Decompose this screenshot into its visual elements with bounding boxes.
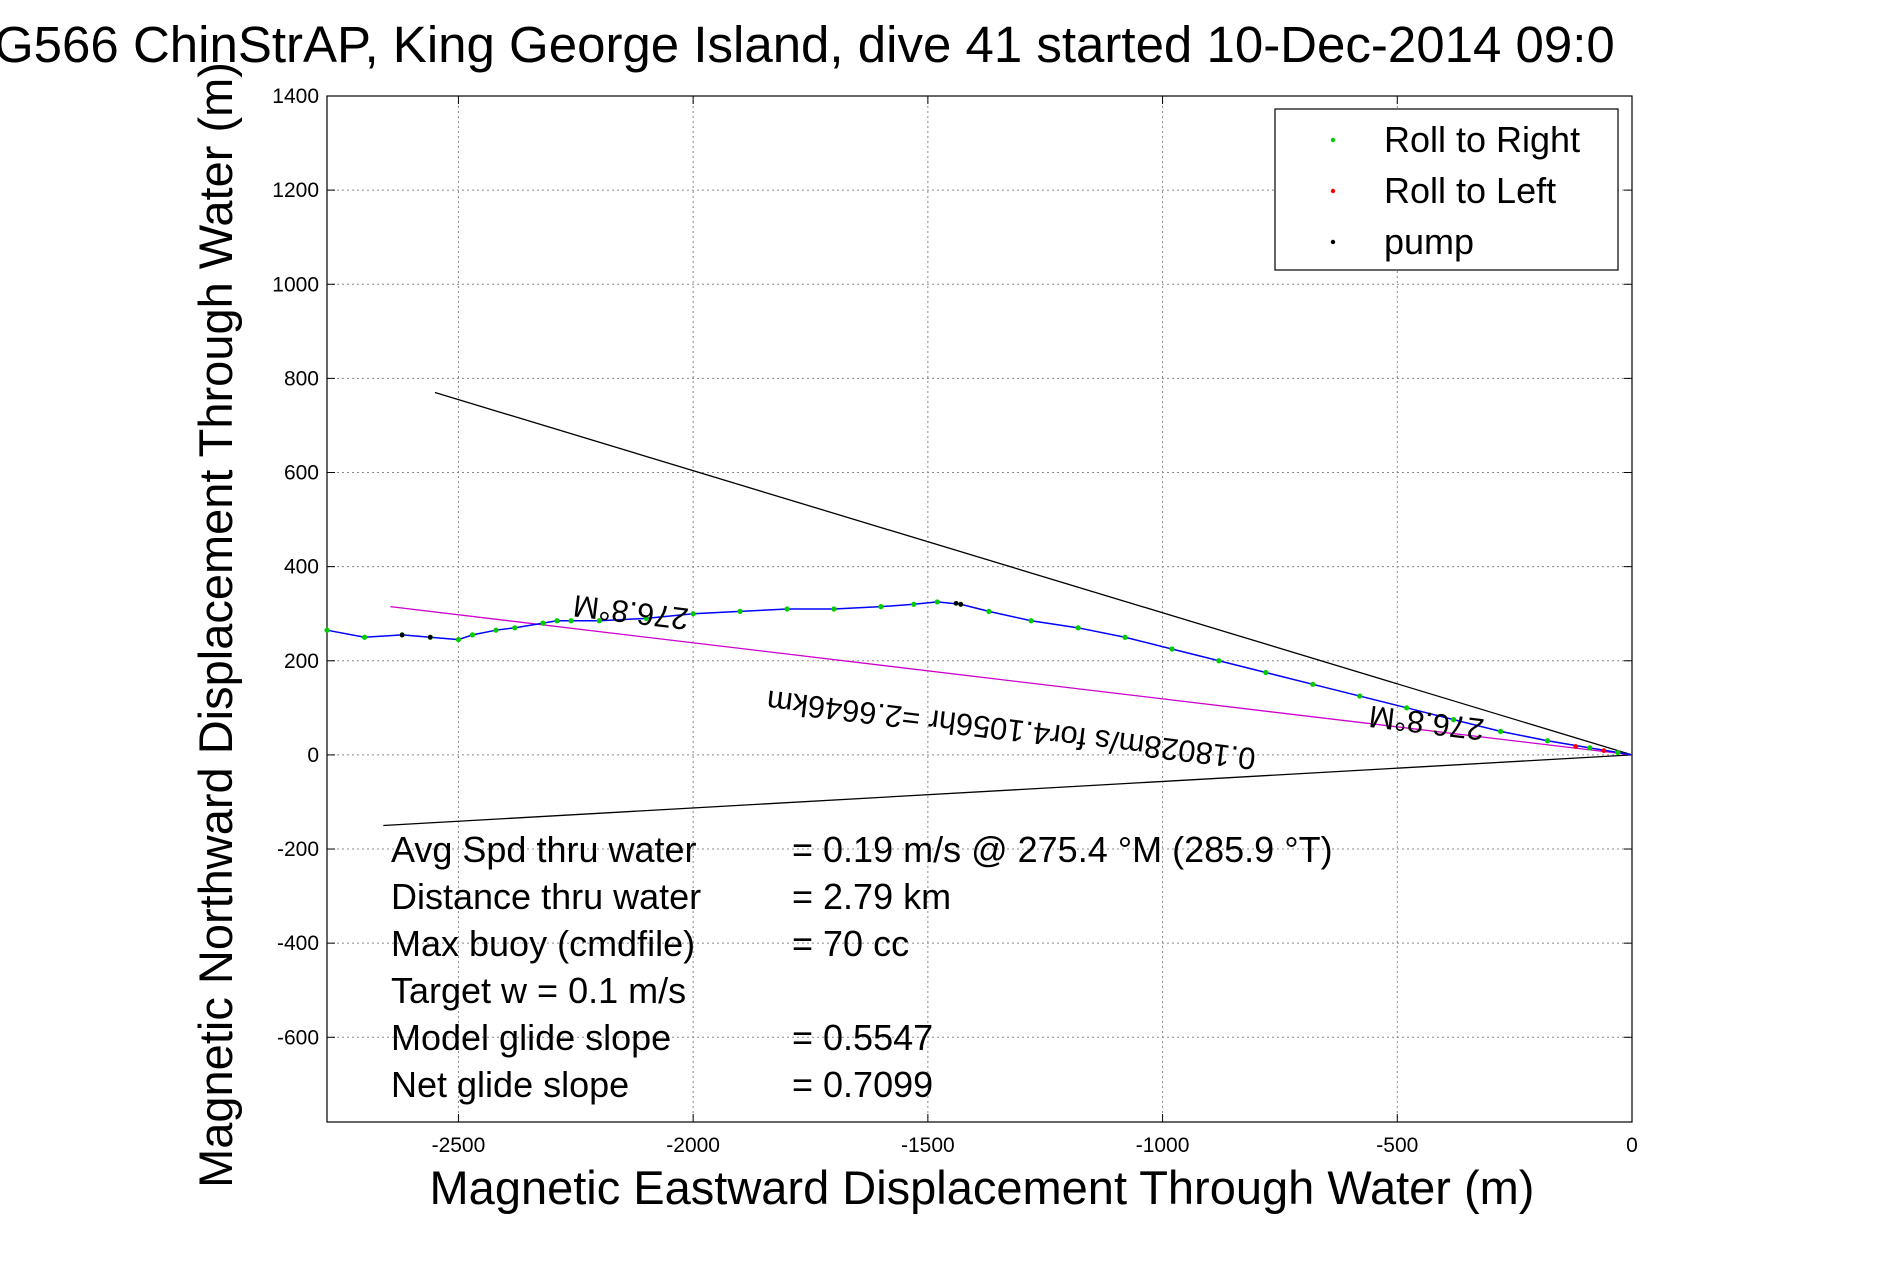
roll-right-point	[540, 620, 546, 626]
roll-right-point	[1075, 625, 1081, 631]
stats-value: = 2.79 km	[792, 876, 951, 917]
plot-area: -2500 -2000 -1500 -1000 -500 0140012001000800…	[272, 85, 1638, 1157]
roll-right-point	[554, 618, 560, 624]
pump-point	[399, 632, 405, 638]
stats-label: Distance thru water	[391, 876, 701, 917]
legend-label: pump	[1384, 221, 1474, 262]
pump-point	[953, 600, 959, 606]
roll-right-point	[568, 618, 574, 624]
x-tick-label: -2000	[666, 1134, 720, 1157]
y-tick-label: -200	[277, 838, 319, 861]
legend-marker	[1330, 137, 1336, 143]
roll-right-point	[831, 606, 837, 612]
roll-right-point	[469, 632, 476, 638]
x-tick-label: -2500	[432, 1134, 486, 1157]
y-tick-label: 0	[307, 744, 319, 767]
roll-right-point	[1615, 749, 1621, 756]
roll-right-point	[1404, 705, 1410, 711]
roll-right-point	[1357, 693, 1363, 699]
roll-right-point	[1587, 745, 1593, 751]
roll-right-point	[934, 599, 940, 605]
pump-point	[427, 634, 433, 640]
roll-right-point	[690, 611, 696, 617]
x-axis-label: Magnetic Eastward Displacement Through W…	[430, 1161, 1535, 1214]
legend-label: Roll to Right	[1384, 119, 1580, 160]
y-tick-label: 800	[284, 367, 319, 390]
plot-frame	[326, 95, 1633, 1123]
stats-value: = 0.19 m/s @ 275.4 °M (285.9 °T)	[792, 829, 1333, 870]
x-tick-label: -500	[1376, 1134, 1418, 1157]
roll-right-point	[1263, 669, 1269, 676]
annotation-label: 276.8°M	[571, 588, 690, 636]
annotation-label: 0.18028m/s for4.1056hr =2.6646km	[765, 683, 1258, 776]
roll-right-point	[1451, 717, 1457, 723]
y-tick-label: 1200	[272, 179, 319, 202]
roll-right-point	[596, 618, 602, 624]
y-tick-label: -400	[277, 932, 319, 955]
roll-right-point	[1310, 681, 1316, 687]
roll-right-point	[737, 608, 743, 614]
roll-right-point	[784, 606, 790, 612]
roll-right-point	[1122, 634, 1128, 640]
stats-value: = 70 cc	[792, 923, 909, 964]
stats-value: = 0.5547	[792, 1017, 933, 1058]
stats-label: Model glide slope	[391, 1017, 671, 1058]
y-tick-label: 200	[284, 650, 319, 673]
roll-right-point	[324, 627, 330, 633]
roll-right-point	[1497, 728, 1504, 734]
pump-point	[958, 601, 964, 607]
reference-line	[434, 391, 1633, 756]
stats-label: Target w = 0.1 m/s	[391, 970, 686, 1011]
roll-right-point	[512, 625, 518, 631]
roll-right-point	[455, 636, 462, 643]
x-tick-label: -1500	[901, 1134, 955, 1157]
legend-label: Roll to Left	[1384, 170, 1556, 211]
stats-label: Max buoy (cmdfile)	[391, 923, 695, 964]
roll-right-point	[878, 604, 884, 610]
y-tick-label: -600	[277, 1026, 319, 1049]
stats-value: = 0.7099	[792, 1064, 933, 1105]
roll-right-point	[1544, 738, 1551, 744]
x-tick-label: 0	[1626, 1134, 1638, 1157]
reference-line	[383, 754, 1633, 827]
roll-right-point	[986, 608, 992, 614]
chart-title: SG566 ChinStrAP, King George Island, div…	[0, 16, 1615, 73]
reference-line	[390, 606, 1633, 756]
roll-right-point	[361, 634, 368, 640]
stats-label: Net glide slope	[391, 1064, 629, 1105]
y-tick-label: 1000	[272, 273, 319, 296]
legend-marker	[1330, 239, 1336, 245]
roll-right-point	[911, 601, 917, 607]
y-tick-label: 600	[284, 462, 319, 485]
roll-right-point	[1216, 658, 1222, 664]
legend-marker	[1330, 188, 1336, 194]
roll-right-point	[1169, 646, 1175, 652]
roll-right-point	[643, 615, 649, 622]
stats-label: Avg Spd thru water	[391, 829, 697, 870]
roll-left-point	[1601, 748, 1607, 754]
roll-right-point	[1028, 618, 1034, 624]
y-tick-label: 400	[284, 556, 319, 579]
x-tick-label: -1000	[1136, 1134, 1190, 1157]
roll-left-point	[1573, 744, 1579, 749]
y-axis-label: Magnetic Northward Displacement Through …	[189, 62, 242, 1188]
y-tick-label: 1400	[272, 85, 319, 108]
roll-right-point	[493, 627, 499, 633]
